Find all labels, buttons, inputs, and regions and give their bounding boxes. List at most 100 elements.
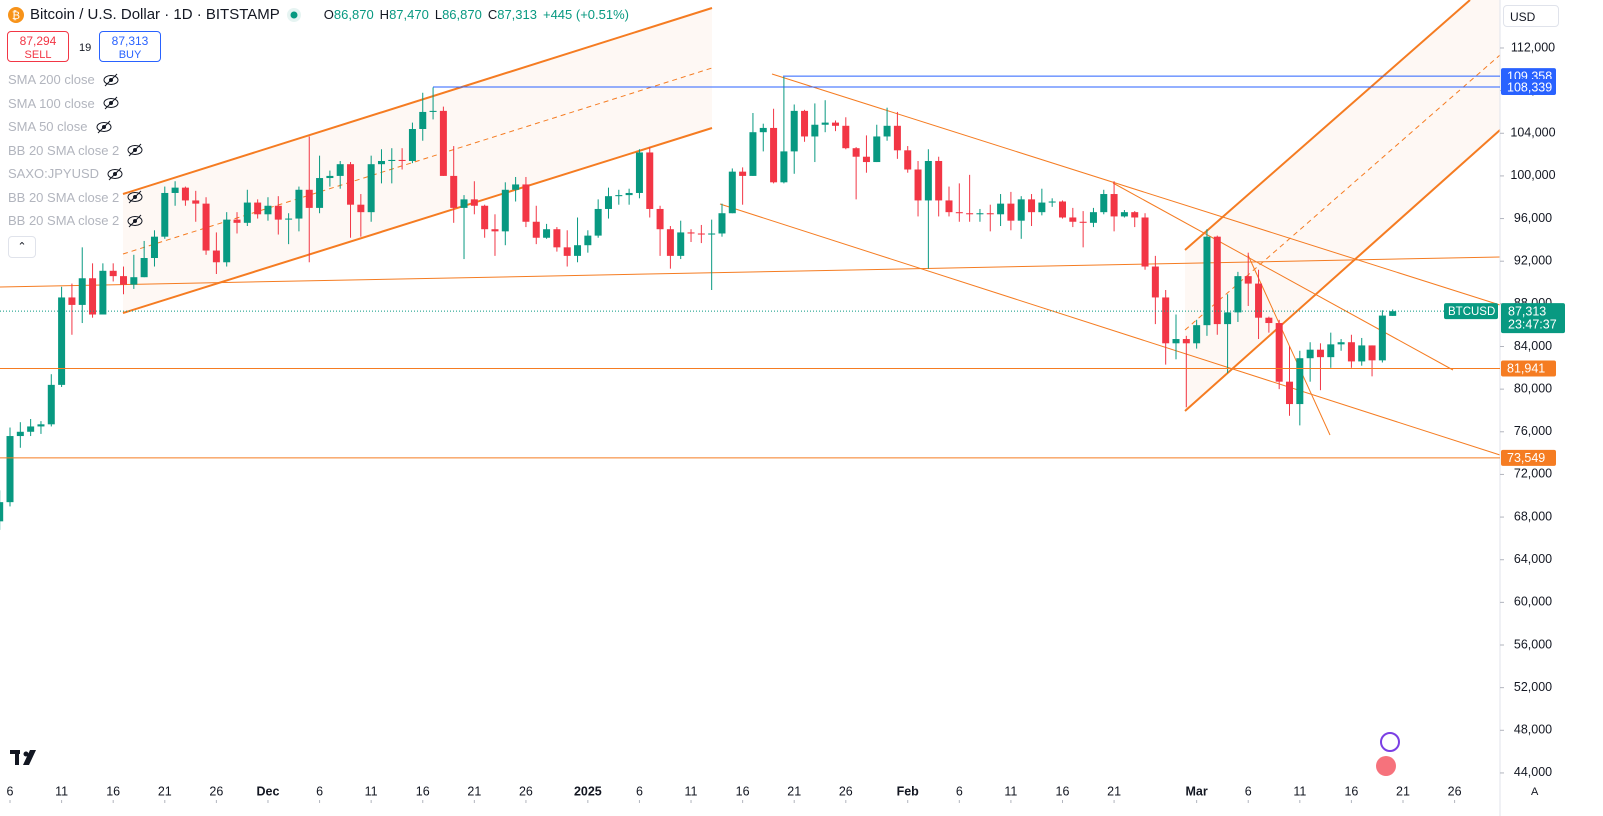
candle-body (192, 200, 200, 204)
candle-body (656, 208, 664, 230)
candle-body (47, 384, 55, 425)
x-tick-label: 26 (1448, 784, 1462, 798)
auto-scale[interactable]: A (1531, 786, 1539, 798)
x-tick-label: 11 (685, 784, 698, 798)
candle-body (491, 229, 499, 232)
hidden-eye[interactable] (96, 120, 112, 134)
hidden-eye[interactable] (103, 96, 119, 110)
ohlc-key: H (379, 7, 390, 22)
candle-body (749, 132, 757, 176)
candle-body (873, 136, 881, 163)
candle-body (1368, 345, 1376, 361)
candle-body (295, 189, 303, 219)
hidden-eye[interactable] (103, 73, 119, 87)
indicator[interactable]: BB 20 SMA close 2 (8, 213, 143, 228)
indicator[interactable]: SMA 100 close (8, 96, 119, 111)
indicator-label: SMA 100 close (8, 95, 95, 111)
candle-body (718, 213, 726, 234)
candle-body (563, 247, 571, 256)
candle-body (862, 156, 870, 163)
candle-body (68, 297, 76, 305)
candle-body (501, 189, 509, 232)
y-tick-label: 100,000 (1510, 168, 1555, 182)
hidden-eye[interactable] (107, 167, 123, 181)
candle-body (1162, 297, 1170, 344)
indicator[interactable]: SAXO:JPYUSD (8, 166, 123, 181)
candle-body (161, 192, 169, 237)
buy-label: BUY (118, 49, 142, 61)
candle-body (1275, 323, 1283, 382)
candle-body (842, 125, 850, 149)
sell-label: SELL (24, 49, 52, 61)
candle-body (759, 127, 767, 133)
candle-body (924, 160, 932, 201)
candle-body (347, 164, 355, 205)
x-tick-label: 6 (316, 784, 323, 798)
x-tick-label: 11 (1004, 784, 1017, 798)
candle-body (1120, 212, 1128, 217)
x-tick-label: 26 (519, 784, 533, 798)
candle-body (16, 431, 24, 437)
candle-body (893, 125, 901, 151)
ohlc-key: C (487, 7, 498, 22)
candle-body (1038, 202, 1046, 213)
sell-button[interactable]: 87,294 SELL (7, 31, 69, 62)
candle-body (1110, 194, 1118, 217)
y-tick-label: 76,000 (1514, 424, 1552, 438)
x-tick-label: 26 (839, 784, 853, 798)
price-tag-label: 81,941 (1507, 362, 1545, 376)
candle-body (935, 160, 943, 201)
candle-body (285, 218, 293, 220)
drawings (0, 0, 1501, 456)
candle-body (1131, 212, 1139, 218)
x-tick-label: Dec (257, 784, 280, 798)
x-tick-label: 16 (736, 784, 750, 798)
x-tick-label: 21 (1107, 784, 1121, 798)
candle-body (0, 502, 4, 522)
candle-body (904, 150, 912, 170)
symbol-title[interactable]: Bitcoin / U.S. Dollar · 1D · BITSTAMP (30, 6, 280, 23)
indicator[interactable]: SMA 50 close (8, 119, 112, 134)
candle-body (254, 202, 262, 215)
candle-body (243, 202, 251, 223)
candle-body (1141, 217, 1149, 267)
candle-body (450, 175, 458, 208)
candle-body (512, 184, 520, 190)
hidden-eye[interactable] (127, 190, 143, 204)
ohlc-item: C87,313 (482, 7, 537, 22)
candle-body (1069, 217, 1077, 222)
candle-body (1224, 312, 1232, 325)
indicator-label: SMA 50 close (8, 119, 88, 134)
candle-body (852, 148, 860, 157)
buy-button[interactable]: 87,313 BUY (99, 31, 161, 62)
x-tick-label: 21 (1396, 784, 1410, 798)
y-tick-label: 112,000 (1511, 40, 1555, 54)
candle-body (914, 169, 922, 201)
candle-body (1316, 349, 1324, 358)
candle-body (150, 236, 158, 259)
candle-body (223, 219, 231, 263)
indicator[interactable]: SMA 200 close (8, 72, 119, 87)
ohlc-value: 86,870 (333, 7, 374, 22)
ohlc-item: L86,870 (429, 7, 482, 22)
candle-body (584, 235, 592, 246)
x-tick-label: 6 (636, 784, 643, 798)
hidden-eye[interactable] (127, 214, 143, 228)
ohlc-key: L (434, 7, 443, 22)
currency-select[interactable]: USD (1503, 5, 1559, 27)
x-tick-label: 16 (416, 784, 430, 798)
indicator[interactable]: BB 20 SMA close 2 (8, 190, 143, 205)
candle-body (1151, 266, 1159, 298)
price-tag (1501, 360, 1556, 377)
btc-icon: ₿ (8, 6, 24, 23)
candle-body (770, 127, 778, 183)
collapse-button[interactable]: ⌃ (8, 236, 36, 258)
indicator[interactable]: BB 20 SMA close 2 (8, 143, 143, 158)
symbol-header: ₿ Bitcoin / U.S. Dollar · 1D · BITSTAMP … (8, 6, 629, 23)
candle-body (1327, 344, 1335, 358)
candle-body (1286, 381, 1294, 405)
candle-body (790, 110, 798, 152)
hidden-eye[interactable] (127, 143, 143, 157)
x-tick-label: 26 (209, 784, 223, 798)
y-tick-label: 48,000 (1514, 723, 1552, 737)
